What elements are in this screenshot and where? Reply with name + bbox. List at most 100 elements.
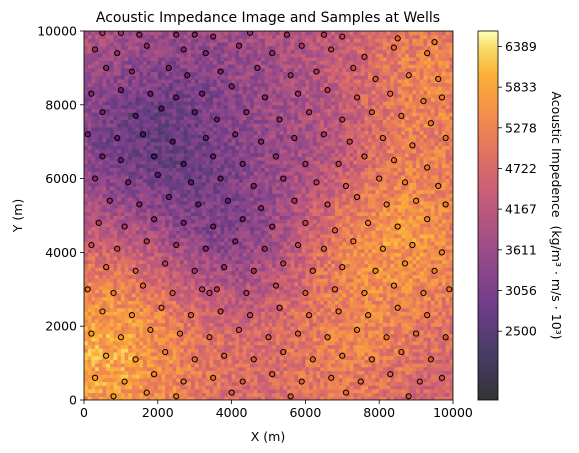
heatmap-cell (224, 296, 229, 301)
heatmap-cell (298, 230, 303, 235)
heatmap-cell (161, 241, 166, 246)
heatmap-cell (264, 329, 269, 335)
heatmap-cell (408, 274, 413, 279)
heatmap-cell (209, 281, 214, 287)
heatmap-cell (128, 326, 133, 331)
heatmap-cell (342, 370, 347, 375)
heatmap-cell (87, 263, 92, 268)
heatmap-cell (345, 241, 351, 246)
heatmap-cell (124, 285, 129, 290)
heatmap-cell (84, 392, 89, 397)
heatmap-cell (371, 278, 377, 283)
heatmap-cell (213, 274, 218, 279)
heatmap-cell (154, 281, 159, 287)
heatmap-cell (128, 233, 133, 239)
heatmap-cell (379, 352, 384, 357)
heatmap-cell (390, 392, 395, 397)
heatmap-cell (91, 307, 96, 312)
heatmap-cell (397, 278, 402, 283)
heatmap-cell (371, 392, 377, 397)
heatmap-cell (323, 296, 329, 301)
heatmap-cell (235, 363, 240, 368)
heatmap-cell (445, 274, 450, 279)
heatmap-cell (275, 296, 281, 301)
heatmap-cell (364, 370, 369, 375)
heatmap-cell (87, 388, 92, 394)
heatmap-cell (386, 318, 391, 324)
heatmap-cell (323, 281, 329, 287)
heatmap-cell (279, 344, 284, 349)
heatmap-cell (179, 237, 185, 242)
heatmap-cell (264, 396, 269, 400)
heatmap-cell (416, 274, 421, 279)
heatmap-cell (98, 215, 103, 220)
heatmap-cell (309, 252, 314, 257)
heatmap-cell (401, 377, 406, 383)
heatmap-cell (146, 304, 151, 309)
heatmap-cell (445, 222, 450, 228)
heatmap-cell (401, 289, 406, 294)
heatmap-cell (231, 396, 236, 400)
heatmap-cell (198, 377, 203, 383)
heatmap-cell (375, 396, 380, 400)
heatmap-cell (327, 363, 332, 368)
heatmap-cell (139, 326, 144, 331)
heatmap-cell (286, 256, 292, 261)
heatmap-cell (98, 226, 103, 231)
heatmap-cell (416, 296, 421, 301)
heatmap-cell (84, 259, 89, 264)
heatmap-cell (95, 359, 100, 364)
heatmap-cell (120, 252, 126, 257)
heatmap-cell (416, 215, 421, 220)
heatmap-cell (95, 248, 100, 253)
heatmap-cell (102, 274, 107, 279)
heatmap-cell (95, 385, 100, 390)
heatmap-cell (220, 333, 225, 338)
heatmap-cell (84, 237, 89, 242)
heatmap-cell (279, 296, 284, 301)
heatmap-cell (95, 270, 100, 276)
heatmap-cell (109, 304, 115, 309)
heatmap-cell (360, 337, 365, 342)
heatmap-cell (202, 326, 207, 331)
heatmap-cell (187, 256, 192, 261)
heatmap-cell (323, 318, 329, 324)
heatmap-cell (371, 363, 377, 368)
heatmap-cell (386, 256, 391, 261)
heatmap-cell (150, 315, 155, 320)
heatmap-cell (172, 355, 177, 360)
heatmap-cell (342, 292, 347, 298)
heatmap-cell (250, 292, 255, 298)
heatmap-cell (168, 355, 174, 360)
heatmap-cell (294, 340, 299, 346)
heatmap-cell (143, 344, 148, 349)
heatmap-cell (305, 296, 310, 301)
heatmap-cell (430, 263, 436, 268)
heatmap-cell (331, 274, 336, 279)
heatmap-cell (146, 256, 151, 261)
heatmap-cell (368, 352, 373, 357)
heatmap-cell (390, 226, 395, 231)
heatmap-cell (323, 274, 329, 279)
heatmap-cell (202, 252, 207, 257)
heatmap-cell (279, 281, 284, 287)
heatmap-cell (379, 267, 384, 272)
heatmap-cell (272, 230, 277, 235)
heatmap-cell (364, 270, 369, 276)
heatmap-cell (242, 285, 247, 290)
heatmap-cell (87, 215, 92, 220)
heatmap-cell (305, 348, 310, 353)
heatmap-cell (213, 281, 218, 287)
heatmap-cell (364, 359, 369, 364)
heatmap-cell (423, 263, 428, 268)
heatmap-cell (382, 252, 388, 257)
heatmap-cell (213, 322, 218, 327)
heatmap-cell (176, 340, 181, 346)
heatmap-cell (401, 292, 406, 298)
heatmap-cell (198, 215, 203, 220)
heatmap-cell (84, 396, 89, 400)
heatmap-cell (345, 381, 351, 386)
heatmap-cell (139, 388, 144, 394)
heatmap-cell (353, 300, 358, 305)
heatmap-cell (430, 248, 436, 253)
